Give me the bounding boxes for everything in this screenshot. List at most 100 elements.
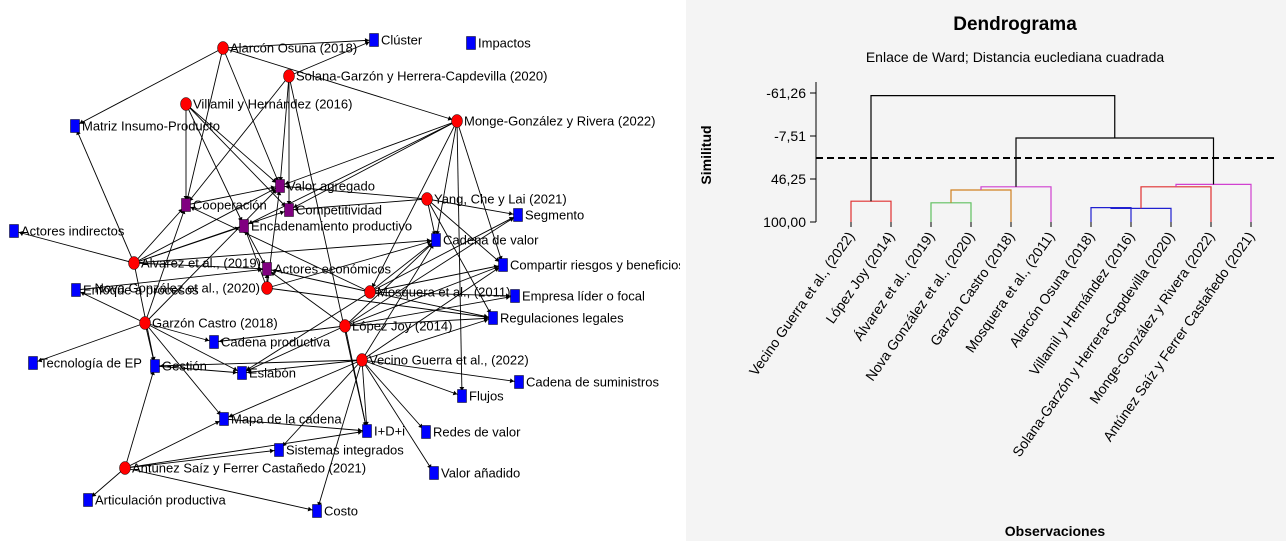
node-cadenavalor: Cadena de valor <box>431 233 539 248</box>
node-label: Cadena de suministros <box>526 375 659 390</box>
node-label: López Joy (2014) <box>352 319 452 334</box>
network-edge <box>124 418 225 469</box>
concept-node-marker <box>209 335 219 349</box>
edge-arrowhead <box>505 295 511 300</box>
node-label: Alarcón Osuna (2018) <box>230 41 357 56</box>
network-edge <box>344 214 519 327</box>
y-axis: -61,26 -7,51 46,25 100,00 <box>763 82 1276 230</box>
node-tecnologia: Tecnología de EP <box>28 356 142 371</box>
node-label: Actores económicos <box>274 262 392 277</box>
network-edge <box>74 125 135 264</box>
network-edge <box>222 47 281 187</box>
node-label: Encadenamiento productivo <box>251 219 412 234</box>
network-edge <box>144 322 215 343</box>
y-tick-label: 100,00 <box>763 214 806 230</box>
node-cadenaprod: Cadena productiva <box>209 335 331 350</box>
network-edge <box>435 120 458 241</box>
node-label: Antúnez Saíz y Ferrer Castañedo (2021) <box>132 461 366 476</box>
network-nodes: Alarcón Osuna (2018) Solana-Garzón y Herr… <box>9 33 680 519</box>
observation-label: Antúnez Saíz y Ferrer Castañedo (2021) <box>1100 229 1258 445</box>
concept-node-marker <box>513 208 523 222</box>
edge-arrowhead <box>246 369 252 375</box>
edge-arrowhead <box>307 506 313 512</box>
node-label: Tecnología de EP <box>40 356 142 371</box>
node-label: Vecino Guerra et al., (2022) <box>369 353 529 368</box>
network-edge <box>243 120 458 227</box>
edge-arrowhead <box>494 267 499 273</box>
node-garzon: Garzón Castro (2018) <box>139 316 278 331</box>
concept-node-marker <box>514 375 524 389</box>
concept-node-marker <box>457 389 467 403</box>
edge-arrowhead <box>279 210 285 216</box>
concept-node-marker <box>239 219 249 233</box>
author-node-marker <box>217 41 229 55</box>
network-edge <box>369 120 458 293</box>
network-edge <box>361 264 504 361</box>
network-edge <box>266 287 494 319</box>
network-edge <box>426 198 504 266</box>
node-label: Garzón Castro (2018) <box>152 316 278 331</box>
network-edge <box>185 47 224 206</box>
concept-node-marker <box>181 198 191 212</box>
author-node-marker <box>180 97 192 111</box>
node-valoranadido: Valor añadido <box>429 466 520 481</box>
edge-arrowhead <box>459 386 465 392</box>
edge-arrowhead <box>190 206 196 212</box>
network-edge <box>133 262 268 270</box>
edge-arrowhead <box>276 190 282 196</box>
node-label: Segmento <box>525 208 584 223</box>
network-edge <box>369 291 516 297</box>
edge-arrowhead <box>293 206 299 212</box>
node-monge: Monge-González y Rivera (2022) <box>451 114 655 129</box>
y-tick-label: 46,25 <box>771 171 806 187</box>
edge-arrowhead <box>218 338 224 344</box>
edge-arrowhead <box>37 357 43 363</box>
y-axis-label: Similitud <box>698 125 714 184</box>
network-edge <box>154 365 243 374</box>
network-edge <box>288 75 368 432</box>
edge-arrowhead <box>270 185 276 191</box>
edge-arrowhead <box>364 41 370 46</box>
edge-arrowhead <box>228 413 234 418</box>
dendrogram-chart: Dendrograma Enlace de Ward; Distancia eu… <box>686 0 1286 541</box>
node-mosquera: Mosquera et al., (2011) <box>364 285 510 300</box>
network-edge <box>278 359 363 451</box>
author-node-marker <box>451 114 463 128</box>
network-edge <box>222 47 458 122</box>
y-tick-label: -7,51 <box>774 128 806 144</box>
edge-arrowhead <box>286 201 292 205</box>
dendrogram-link <box>1015 137 1215 187</box>
concept-node-marker <box>429 466 439 480</box>
dendrogram-link <box>1140 186 1212 222</box>
network-edge <box>133 209 290 264</box>
network-edge <box>361 359 368 432</box>
edge-arrowhead <box>508 211 514 216</box>
node-impactos: Impactos <box>466 36 531 51</box>
node-label: Eslabón <box>249 366 296 381</box>
node-label: Sistemas integrados <box>286 443 404 458</box>
network-edge <box>288 120 458 211</box>
edge-arrowhead <box>447 116 453 121</box>
network-edge <box>185 103 281 187</box>
author-node-marker <box>119 461 131 475</box>
network-edge <box>185 185 281 206</box>
node-label: Clúster <box>381 33 423 48</box>
edge-arrowhead <box>271 271 276 277</box>
network-edge <box>361 239 437 361</box>
network-edge <box>369 264 504 293</box>
node-label: I+D+i <box>374 424 405 439</box>
node-label: Cadena productiva <box>221 335 331 350</box>
concept-node-marker <box>275 179 285 193</box>
dendrogram-link <box>980 186 1052 222</box>
network-edge <box>144 322 243 374</box>
edge-arrowhead <box>271 178 277 183</box>
concept-node-marker <box>312 504 322 518</box>
node-label: Gestión <box>162 359 207 374</box>
edge-arrowhead <box>284 184 290 190</box>
node-gestion: Gestión <box>150 359 207 374</box>
node-label: Actores indirectos <box>21 224 125 239</box>
node-label: Compartir riesgos y beneficios <box>510 258 680 273</box>
network-edge <box>361 359 463 397</box>
node-label: Competitividad <box>296 203 382 218</box>
network-edge <box>75 289 146 324</box>
